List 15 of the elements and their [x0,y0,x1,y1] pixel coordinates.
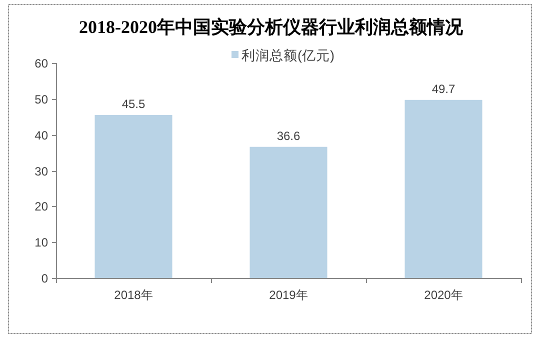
y-tick-label: 0 [41,272,48,286]
data-label: 36.6 [276,128,300,143]
title: 2018-2020年中国实验分析仪器行业利润总额情况 [79,17,463,37]
data-label: 45.5 [122,96,146,111]
x-tick-label: 2018年 [114,288,153,302]
y-tick-label: 10 [34,236,48,250]
legend-label: 利润总额(亿元) [242,48,334,63]
y-tick-label: 30 [34,164,48,178]
x-tick-label: 2020年 [424,288,463,302]
x-tick-label: 2019年 [269,288,308,302]
y-tick-label: 50 [34,92,48,106]
data-label: 49.7 [432,82,456,96]
y-tick-label: 20 [34,200,48,214]
y-tick-label: 60 [34,56,48,70]
y-tick-label: 40 [34,128,48,142]
